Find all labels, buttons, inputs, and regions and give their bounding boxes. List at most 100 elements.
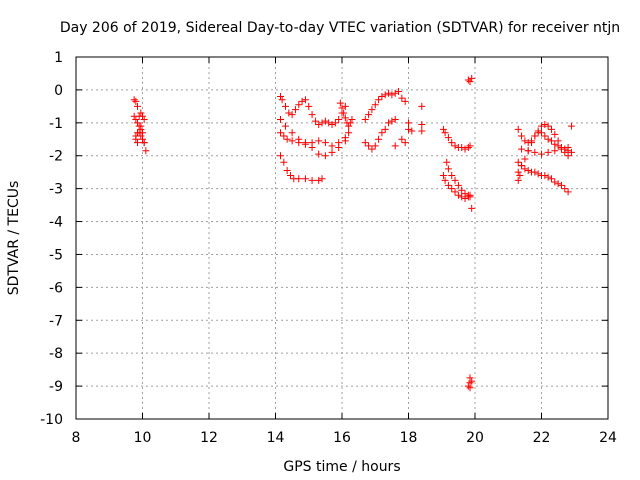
data-point <box>461 145 469 153</box>
grid <box>76 57 608 419</box>
data-point <box>466 193 474 201</box>
data-point <box>321 117 329 125</box>
data-point <box>328 148 336 156</box>
data-point <box>466 379 474 387</box>
data-point <box>554 180 562 188</box>
data-point <box>134 102 142 110</box>
data-point <box>395 88 403 96</box>
data-point <box>524 147 532 155</box>
data-point <box>561 148 569 156</box>
data-point <box>408 127 416 135</box>
data-point <box>538 150 545 158</box>
data-point <box>331 119 339 127</box>
data-point <box>388 91 396 99</box>
data-point <box>335 144 343 151</box>
data-point <box>551 140 559 148</box>
y-tick-labels: 1 0 -1 -2 -3 -4 -5 -6 -7 -8 -9 -10 <box>40 50 63 428</box>
data-point <box>341 102 349 110</box>
data-point <box>534 170 542 178</box>
x-axis-title: GPS time / hours <box>283 459 400 475</box>
data-point <box>538 129 545 137</box>
data-point <box>405 119 412 127</box>
data-point <box>398 135 406 143</box>
y-tick-label: -3 <box>49 182 63 198</box>
data-point <box>405 125 412 133</box>
data-point <box>365 142 373 150</box>
data-point <box>464 76 472 84</box>
data-point <box>295 135 303 143</box>
data-point <box>521 155 529 163</box>
data-point <box>335 116 343 124</box>
data-point <box>468 74 476 82</box>
data-point <box>371 142 379 150</box>
data-point <box>451 142 459 150</box>
data-point <box>276 116 284 124</box>
data-point <box>401 139 409 147</box>
data-point <box>557 145 565 153</box>
data-point <box>531 132 539 140</box>
data-point <box>468 377 476 385</box>
data-point <box>464 382 472 390</box>
data-point <box>283 167 291 175</box>
data-point <box>328 120 336 128</box>
data-point <box>328 142 336 150</box>
y-tick-label: 0 <box>54 83 63 99</box>
data-point <box>448 185 456 193</box>
data-point <box>418 127 426 135</box>
data-point <box>564 152 572 160</box>
data-point <box>454 191 462 199</box>
data-point <box>524 167 532 175</box>
data-point <box>468 204 476 212</box>
data-point <box>385 89 393 97</box>
data-point <box>518 162 526 170</box>
data-point <box>444 181 452 189</box>
data-point <box>318 175 326 183</box>
data-point <box>130 112 138 120</box>
y-tick-label: 1 <box>54 50 63 66</box>
y-tick-label: -5 <box>49 247 63 263</box>
x-tick-label: 24 <box>599 430 617 446</box>
data-point <box>139 112 146 120</box>
data-point <box>439 125 447 133</box>
data-point <box>288 129 296 137</box>
data-point <box>315 150 323 158</box>
data-point <box>521 165 529 173</box>
data-points <box>130 74 575 392</box>
data-point <box>132 97 140 105</box>
data-point <box>305 102 313 110</box>
x-tick-label: 20 <box>466 430 484 446</box>
data-point <box>464 144 472 151</box>
y-axis-title: SDTVAR / TECUs <box>6 181 22 296</box>
data-point <box>283 135 291 143</box>
data-point <box>514 176 522 184</box>
data-point <box>315 120 323 128</box>
data-point <box>557 181 565 189</box>
data-point <box>281 102 289 110</box>
x-tick-label: 22 <box>533 430 551 446</box>
data-point <box>325 119 333 127</box>
data-point <box>321 152 329 160</box>
data-point <box>308 144 316 151</box>
data-point <box>564 188 572 196</box>
y-tick-label: -2 <box>49 149 63 165</box>
data-point <box>375 135 383 143</box>
data-point <box>361 116 369 124</box>
data-point <box>441 129 449 137</box>
data-point <box>137 125 145 133</box>
x-tick-label: 18 <box>400 430 418 446</box>
x-tick-label: 10 <box>134 430 152 446</box>
data-point <box>345 122 353 130</box>
data-point <box>391 142 399 150</box>
data-point <box>514 168 522 176</box>
data-point <box>398 94 406 102</box>
data-point <box>276 129 284 137</box>
data-point <box>291 106 299 114</box>
data-point <box>454 181 462 189</box>
data-point <box>348 116 356 124</box>
chart-title: Day 206 of 2019, Sidereal Day-to-day VTE… <box>60 20 620 36</box>
data-point <box>544 122 552 130</box>
data-point <box>554 137 562 145</box>
data-point <box>375 96 383 104</box>
x-tick-label: 14 <box>267 430 285 446</box>
data-point <box>541 132 549 140</box>
